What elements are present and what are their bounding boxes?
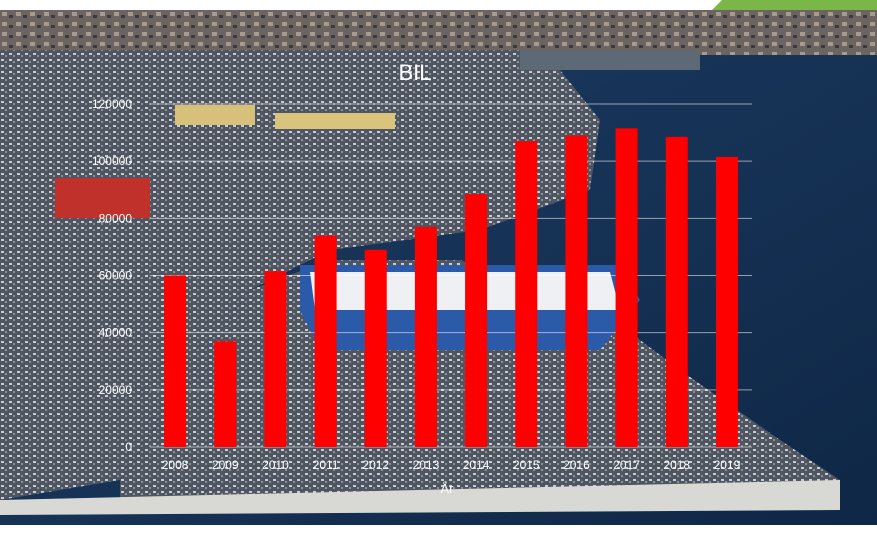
x-tick-label: 2011 <box>313 458 339 472</box>
bar-2012 <box>364 249 387 447</box>
x-tick-label: 2008 <box>162 458 189 472</box>
x-tick-label: 2019 <box>714 458 741 472</box>
x-tick-label: 2014 <box>463 458 490 472</box>
y-tick-label: 60000 <box>99 269 133 283</box>
bar-2009 <box>214 341 237 447</box>
bar-2015 <box>515 141 538 448</box>
bars <box>164 128 738 448</box>
y-axis-ticks: 0 20000 40000 60000 80000 100000 120000 <box>92 97 132 454</box>
x-tick-label: 2015 <box>513 458 540 472</box>
gridlines <box>150 103 752 448</box>
y-tick-label: 40000 <box>99 326 133 340</box>
accent-bar <box>712 0 877 10</box>
x-tick-label: 2017 <box>613 458 640 472</box>
y-tick-label: 100000 <box>92 154 132 168</box>
bar-2013 <box>414 226 437 447</box>
x-tick-label: 2009 <box>212 458 239 472</box>
x-tick-label: 2010 <box>262 458 289 472</box>
y-tick-label: 20000 <box>99 383 133 397</box>
x-axis-label: År <box>441 481 455 496</box>
y-tick-label: 120000 <box>92 97 132 111</box>
y-tick-label: 80000 <box>99 211 133 225</box>
bar-2017 <box>615 128 638 447</box>
y-tick-label: 0 <box>125 440 132 454</box>
x-tick-label: 2013 <box>413 458 440 472</box>
bar-2008 <box>164 275 187 447</box>
x-tick-label: 2012 <box>362 458 389 472</box>
x-tick-label: 2016 <box>563 458 590 472</box>
x-axis-ticks: 2008 2009 2010 2011 2012 2013 2014 2015 2016 2017… <box>162 458 741 472</box>
bar-2019 <box>715 156 738 448</box>
bar-2011 <box>314 235 337 447</box>
bar-2010 <box>264 271 287 447</box>
bar-2016 <box>565 135 588 448</box>
bar-2018 <box>665 136 688 447</box>
chart-title: BIL <box>398 60 431 85</box>
bar-2014 <box>465 194 488 447</box>
x-tick-label: 2018 <box>663 458 690 472</box>
